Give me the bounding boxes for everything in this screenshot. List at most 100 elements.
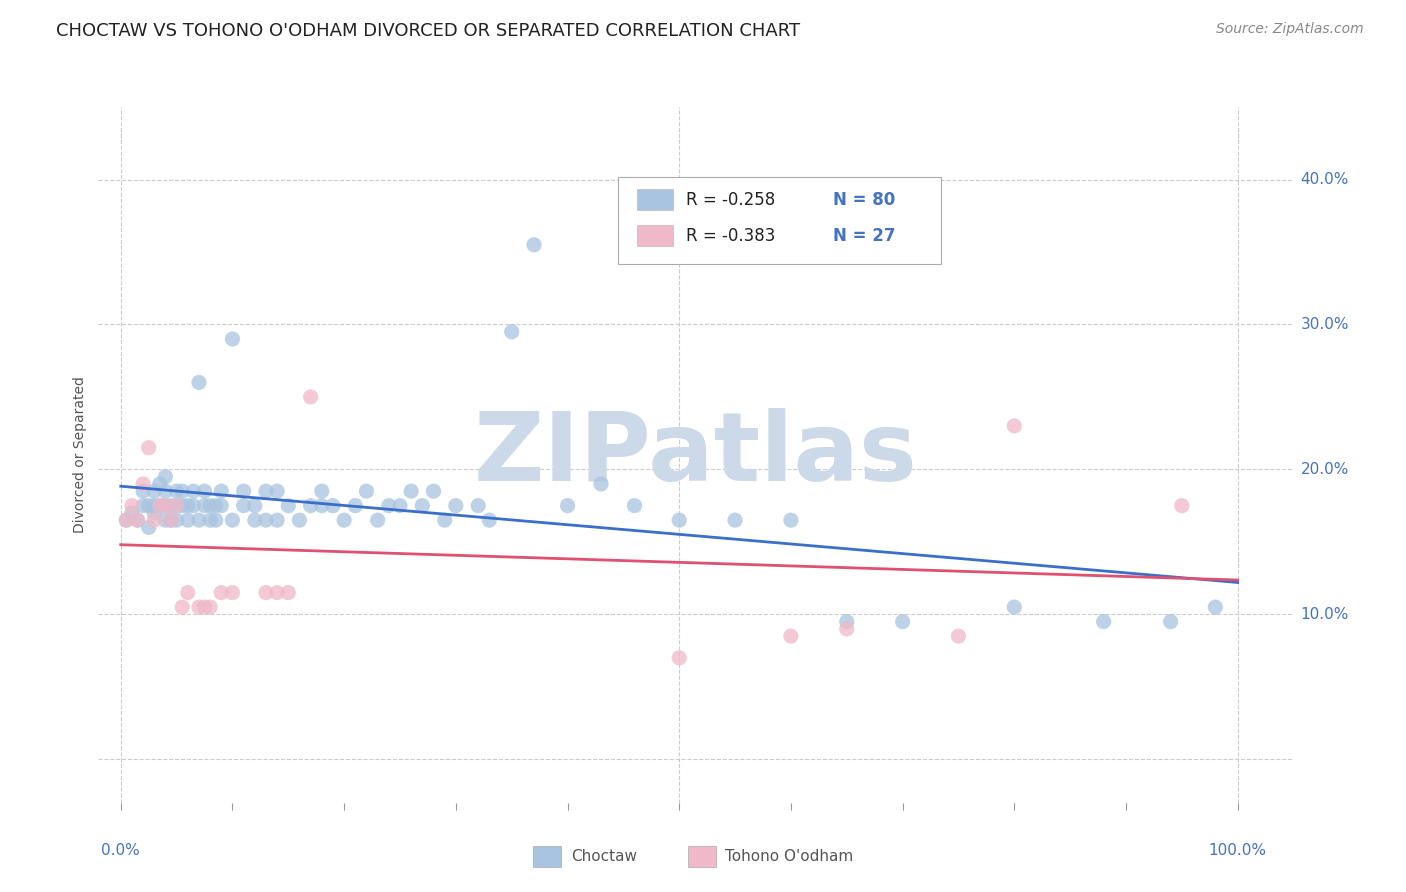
Point — [177, 499, 200, 513]
Point — [172, 499, 194, 513]
Point — [160, 513, 183, 527]
Y-axis label: Divorced or Separated: Divorced or Separated — [73, 376, 87, 533]
Point — [166, 513, 188, 527]
Point — [557, 499, 579, 513]
Point — [266, 513, 288, 527]
Point — [221, 585, 243, 599]
Text: 30.0%: 30.0% — [1301, 317, 1348, 332]
Point — [444, 499, 467, 513]
Point — [724, 513, 747, 527]
Point — [467, 499, 489, 513]
Point — [299, 390, 322, 404]
Point — [149, 476, 172, 491]
Point — [780, 513, 803, 527]
Point — [115, 513, 138, 527]
Point — [127, 513, 149, 527]
Text: Source: ZipAtlas.com: Source: ZipAtlas.com — [1216, 22, 1364, 37]
Point — [193, 600, 215, 615]
Point — [356, 484, 378, 499]
Point — [204, 513, 226, 527]
Point — [1171, 499, 1194, 513]
Text: 40.0%: 40.0% — [1301, 172, 1348, 187]
Point — [344, 499, 367, 513]
Point — [589, 476, 612, 491]
Point — [367, 513, 389, 527]
Point — [835, 622, 858, 636]
Point — [172, 600, 194, 615]
Point — [187, 600, 209, 615]
Point — [160, 499, 183, 513]
Text: 20.0%: 20.0% — [1301, 462, 1348, 477]
Point — [187, 513, 209, 527]
Text: 10.0%: 10.0% — [1301, 607, 1348, 622]
Point — [948, 629, 970, 643]
Point — [209, 484, 232, 499]
Point — [155, 484, 177, 499]
Point — [835, 615, 858, 629]
Text: Tohono O'odham: Tohono O'odham — [725, 849, 853, 863]
Point — [780, 629, 803, 643]
Text: Choctaw: Choctaw — [571, 849, 637, 863]
Point — [172, 484, 194, 499]
Point — [266, 484, 288, 499]
Point — [232, 484, 254, 499]
Point — [149, 499, 172, 513]
Point — [311, 499, 333, 513]
Point — [254, 513, 277, 527]
Point — [166, 484, 188, 499]
Point — [209, 499, 232, 513]
Point — [209, 585, 232, 599]
Point — [143, 513, 166, 527]
Point — [155, 499, 177, 513]
Point — [143, 499, 166, 513]
Point — [115, 513, 138, 527]
Point — [411, 499, 433, 513]
Point — [160, 513, 183, 527]
Point — [322, 499, 344, 513]
Point — [138, 499, 160, 513]
Text: ZIPatlas: ZIPatlas — [474, 409, 918, 501]
Point — [399, 484, 422, 499]
Point — [121, 499, 143, 513]
Point — [299, 499, 322, 513]
Text: N = 27: N = 27 — [834, 227, 896, 244]
Point — [422, 484, 444, 499]
Point — [138, 441, 160, 455]
Text: R = -0.258: R = -0.258 — [686, 191, 776, 209]
Point — [155, 469, 177, 483]
FancyBboxPatch shape — [619, 177, 941, 263]
Point — [668, 651, 690, 665]
Point — [149, 499, 172, 513]
Text: 100.0%: 100.0% — [1209, 843, 1267, 858]
Point — [187, 376, 209, 390]
Point — [501, 325, 523, 339]
Point — [221, 513, 243, 527]
Point — [232, 499, 254, 513]
Point — [1002, 600, 1025, 615]
Point — [523, 237, 546, 252]
Point — [177, 513, 200, 527]
FancyBboxPatch shape — [637, 189, 673, 210]
Point — [243, 513, 266, 527]
Point — [155, 513, 177, 527]
Point — [388, 499, 411, 513]
Point — [132, 476, 155, 491]
Point — [204, 499, 226, 513]
Point — [277, 585, 299, 599]
Point — [132, 484, 155, 499]
Point — [193, 484, 215, 499]
Point — [1160, 615, 1182, 629]
Point — [177, 585, 200, 599]
Point — [1002, 419, 1025, 434]
Point — [166, 499, 188, 513]
Text: CHOCTAW VS TOHONO O'ODHAM DIVORCED OR SEPARATED CORRELATION CHART: CHOCTAW VS TOHONO O'ODHAM DIVORCED OR SE… — [56, 22, 800, 40]
Point — [333, 513, 356, 527]
Point — [127, 513, 149, 527]
Point — [1092, 615, 1115, 629]
Point — [478, 513, 501, 527]
Point — [183, 484, 205, 499]
Point — [891, 615, 914, 629]
Point — [243, 499, 266, 513]
Point — [143, 506, 166, 520]
Point — [138, 520, 160, 534]
